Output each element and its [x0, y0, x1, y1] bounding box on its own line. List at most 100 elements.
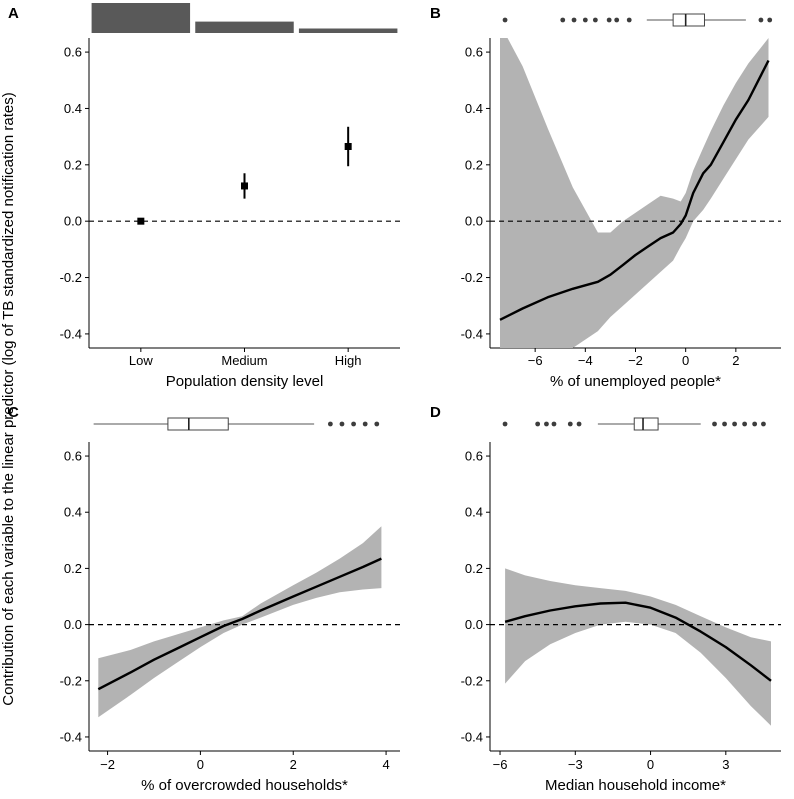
y-tick-label: -0.4	[60, 729, 82, 744]
boxplot-outlier	[535, 421, 541, 427]
panel-d: D -0.4 -0.2 0.0 0.2 0.4 0.6 Median household in…	[430, 404, 781, 794]
x-tick-label: 2	[732, 353, 739, 368]
fitted-line	[499, 59, 770, 321]
confidence-band	[500, 38, 769, 348]
y-tick-label: 0.0	[465, 617, 483, 632]
plot-area	[490, 38, 781, 348]
boxplot-outlier	[752, 421, 758, 427]
boxplot-outlier	[351, 421, 356, 427]
estimate-point	[137, 217, 145, 225]
y-tick-label: 0.2	[465, 157, 483, 172]
x-tick-label: High	[335, 353, 362, 368]
estimate-point	[241, 182, 248, 190]
y-tick-label: 0.2	[465, 561, 483, 576]
y-tick-label: -0.2	[461, 673, 483, 688]
marginal-boxplot	[502, 417, 766, 431]
panel-letter: C	[8, 404, 19, 421]
y-tick-label: -0.4	[461, 326, 483, 341]
y-tick-label: 0.2	[64, 561, 82, 576]
boxplot-outlier	[551, 421, 557, 427]
boxplot-outlier	[712, 421, 717, 427]
boxplot-outlier	[758, 17, 764, 23]
x-tick-label: −6	[493, 757, 508, 772]
x-tick-label: −4	[578, 353, 593, 368]
estimate-point	[344, 143, 352, 150]
y-tick-label: 0.4	[64, 505, 82, 520]
boxplot-outlier	[571, 17, 577, 23]
panel-letter: D	[430, 404, 441, 421]
x-tick-label: 2	[290, 757, 297, 772]
boxplot-outlier	[582, 17, 588, 23]
boxplot-outlier	[742, 421, 748, 427]
y-tick-label: 0.4	[465, 505, 483, 520]
marginal-bar	[91, 3, 191, 33]
boxplot-outlier	[374, 421, 380, 427]
y-tick-label: -0.4	[461, 729, 483, 744]
marginal-boxplot	[502, 13, 773, 27]
x-tick-label: 4	[382, 757, 389, 772]
boxplot-outlier	[502, 421, 508, 427]
marginal-boxplot	[93, 417, 380, 431]
boxplot-outlier	[560, 17, 566, 23]
x-tick-label: Medium	[221, 353, 267, 368]
boxplot-outlier	[767, 17, 773, 23]
x-axis-title: % of overcrowded households*	[141, 777, 348, 794]
x-tick-label: 0	[197, 757, 204, 772]
boxplot-outlier	[576, 421, 582, 427]
plot-area	[89, 526, 400, 718]
panels: A -0.4 -0.2 0.0 0.2 0.4 0.6 Population density …	[8, 3, 781, 794]
panel-b: B -0.4 -0.2 0.0 0.2 0.4 0.6 % of unemployed peo…	[430, 5, 781, 390]
boxplot-outlier	[567, 421, 573, 427]
x-tick-label: −2	[628, 353, 643, 368]
plot-area	[490, 568, 781, 726]
x-tick-label: Low	[129, 353, 153, 368]
x-axis-title: Population density level	[166, 373, 324, 390]
panel-letter: B	[430, 5, 441, 22]
confidence-band	[505, 568, 771, 726]
y-tick-label: -0.2	[461, 270, 483, 285]
y-tick-label: 0.4	[64, 101, 82, 116]
panel-c: C -0.4 -0.2 0.0 0.2 0.4 0.6 % of overcrowded ho…	[8, 404, 400, 794]
x-tick-label: −2	[100, 757, 115, 772]
panel-a: A -0.4 -0.2 0.0 0.2 0.4 0.6 Population density …	[8, 3, 400, 390]
boxplot-outlier	[592, 17, 598, 23]
y-tick-label: 0.0	[64, 214, 82, 229]
boxplot-outlier	[339, 421, 345, 427]
boxplot-outlier	[614, 17, 620, 23]
y-tick-label: 0.2	[64, 157, 82, 172]
x-tick-label: 0	[647, 757, 654, 772]
x-axis-title: % of unemployed people*	[550, 373, 721, 390]
y-tick-label: 0.0	[465, 214, 483, 229]
boxplot-outlier	[544, 421, 549, 427]
x-tick-label: 0	[682, 353, 689, 368]
boxplot-outlier	[362, 421, 368, 427]
y-tick-label: 0.6	[64, 449, 82, 464]
y-tick-label: -0.4	[60, 326, 82, 341]
boxplot-box	[167, 417, 229, 431]
y-tick-label: -0.2	[60, 270, 82, 285]
fitted-line	[504, 601, 772, 682]
y-tick-label: 0.6	[465, 449, 483, 464]
y-axis-label: Contribution of each variable to the lin…	[0, 92, 17, 705]
boxplot-outlier	[761, 421, 766, 427]
x-axis-title: Median household income*	[545, 777, 726, 794]
marginal-bar	[298, 28, 398, 33]
panel-letter: A	[8, 5, 19, 22]
x-tick-label: −6	[528, 353, 543, 368]
y-tick-label: 0.6	[465, 45, 483, 60]
boxplot-outlier	[732, 421, 737, 427]
boxplot-outlier	[722, 421, 727, 427]
boxplot-box	[672, 13, 705, 27]
confidence-band	[98, 526, 382, 718]
boxplot-outlier	[502, 17, 508, 23]
x-tick-label: −3	[568, 757, 583, 772]
y-tick-label: 0.4	[465, 101, 483, 116]
y-tick-label: 0.6	[64, 45, 82, 60]
marginal-bar	[195, 21, 294, 33]
boxplot-outlier	[626, 17, 632, 23]
boxplot-box	[633, 417, 659, 431]
y-tick-label: 0.0	[64, 617, 82, 632]
boxplot-outlier	[606, 17, 612, 23]
y-tick-label: -0.2	[60, 673, 82, 688]
